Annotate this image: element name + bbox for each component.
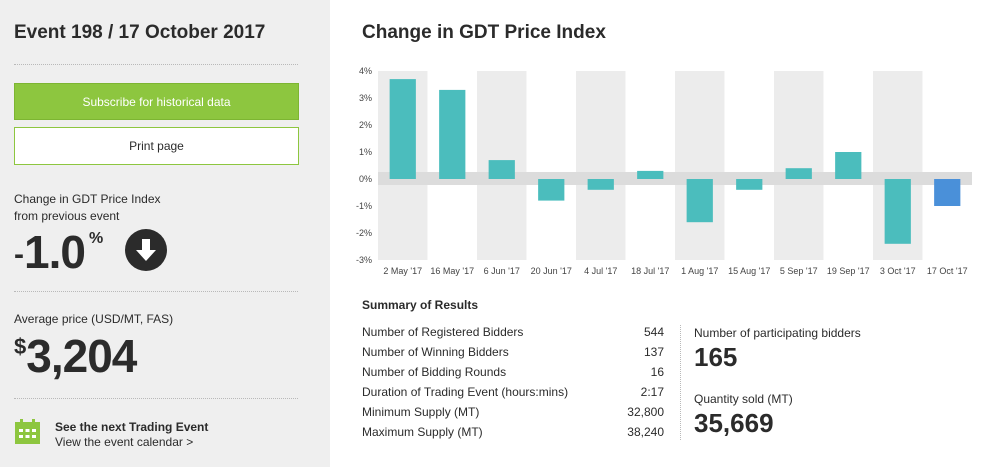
x-tick-label: 2 May '17 — [383, 266, 422, 276]
x-tick-label: 15 Aug '17 — [728, 266, 770, 276]
change-label-line1: Change in GDT Price Index — [14, 192, 161, 206]
currency-symbol: $ — [14, 334, 27, 359]
chart-band — [724, 71, 774, 260]
event-calendar-link[interactable]: View the event calendar > — [55, 435, 194, 449]
y-tick-label: 0% — [359, 174, 372, 184]
summary-row-label: Number of Registered Bidders — [362, 325, 524, 339]
y-tick-label: 2% — [359, 120, 372, 130]
chart-bar — [934, 179, 961, 206]
chart-bar — [488, 160, 515, 179]
next-event-title: See the next Trading Event — [55, 420, 209, 434]
chart-bar — [587, 179, 614, 190]
x-tick-label: 3 Oct '17 — [880, 266, 916, 276]
x-tick-label: 19 Sep '17 — [827, 266, 870, 276]
change-label: Change in GDT Price Index from previous … — [14, 191, 161, 225]
participating-value: 165 — [694, 342, 738, 372]
y-tick-label: -1% — [356, 201, 372, 211]
x-tick-label: 6 Jun '17 — [484, 266, 520, 276]
avg-price-value: $ 3,204 — [14, 330, 137, 382]
summary-row-label: Minimum Supply (MT) — [362, 405, 480, 419]
summary-row-value: 32,800 — [627, 405, 664, 419]
y-tick-label: -2% — [356, 228, 372, 238]
chart-title: Change in GDT Price Index — [362, 22, 606, 43]
summary-row-value: 137 — [643, 345, 664, 359]
chart-bar — [785, 168, 812, 179]
y-tick-label: -3% — [356, 255, 372, 265]
chart-bar — [686, 179, 713, 223]
chart-svg: 4% 3% 2% 1% 0% -1% -2% -3% 2 May '17 16 May '17 6 … — [356, 66, 972, 276]
chart-bar — [389, 79, 416, 179]
chart-bar — [835, 152, 862, 179]
event-title: Event 198 / 17 October 2017 — [14, 22, 266, 43]
sidebar — [0, 0, 330, 467]
y-tick-label: 1% — [359, 147, 372, 157]
quantity-value: 35,669 — [694, 408, 774, 438]
summary-row-value: 2:17 — [640, 385, 664, 399]
change-label-line2: from previous event — [14, 209, 120, 223]
x-tick-label: 4 Jul '17 — [584, 266, 617, 276]
y-tick-label: 3% — [359, 93, 372, 103]
chart-band — [774, 71, 824, 260]
summary-row: Number of Registered Bidders 544 — [362, 322, 664, 342]
chart-bar — [538, 179, 565, 201]
x-tick-label: 16 May '17 — [430, 266, 474, 276]
chart-bar — [736, 179, 763, 190]
chart-band — [576, 71, 626, 260]
summary-row-value: 16 — [650, 365, 664, 379]
chart-bar — [439, 89, 466, 179]
summary-row-label: Number of Bidding Rounds — [362, 365, 507, 379]
chart-band — [526, 71, 576, 260]
divider — [14, 291, 298, 292]
summary-title: Summary of Results — [362, 298, 479, 312]
y-tick-label: 4% — [359, 66, 372, 76]
change-unit: % — [88, 230, 104, 247]
summary-row-label: Number of Winning Bidders — [362, 345, 509, 359]
summary-row-label: Maximum Supply (MT) — [362, 425, 483, 439]
summary-row: Maximum Supply (MT) 38,240 — [362, 422, 664, 442]
subscribe-button[interactable]: Subscribe for historical data — [14, 83, 299, 120]
x-tick-label: 5 Sep '17 — [780, 266, 818, 276]
x-tick-label: 1 Aug '17 — [681, 266, 718, 276]
change-number: 1.0 — [24, 226, 86, 278]
summary-row-value: 38,240 — [627, 425, 664, 439]
divider — [14, 64, 298, 65]
chart-bar — [637, 170, 664, 179]
price-index-chart: 4% 3% 2% 1% 0% -1% -2% -3% 2 May '17 16 May '17 6 … — [340, 60, 990, 280]
avg-price-number: 3,204 — [26, 330, 137, 382]
chart-bar — [884, 179, 911, 244]
summary-row-label: Duration of Trading Event (hours:mins) — [362, 385, 569, 399]
print-button[interactable]: Print page — [14, 127, 299, 165]
change-sign: - — [14, 238, 24, 271]
summary-row: Number of Bidding Rounds 16 — [362, 362, 664, 382]
x-tick-label: 18 Jul '17 — [631, 266, 669, 276]
change-value: - 1.0 % — [14, 226, 103, 278]
chart-band — [625, 71, 675, 260]
zero-band — [378, 172, 972, 185]
summary-row: Minimum Supply (MT) 32,800 — [362, 402, 664, 422]
arrow-down-circle-icon — [125, 229, 167, 271]
chart-band — [922, 71, 972, 260]
avg-price-label: Average price (USD/MT, FAS) — [14, 312, 174, 326]
summary-row: Duration of Trading Event (hours:mins) 2:… — [362, 382, 664, 402]
x-tick-label: 17 Oct '17 — [927, 266, 968, 276]
divider — [680, 325, 681, 440]
calendar-icon[interactable] — [14, 418, 41, 445]
chart-band — [675, 71, 725, 260]
summary-row: Number of Winning Bidders 137 — [362, 342, 664, 362]
participating-label: Number of participating bidders — [694, 326, 861, 340]
x-tick-label: 20 Jun '17 — [531, 266, 572, 276]
summary-row-value: 544 — [643, 325, 664, 339]
summary-table: Number of Registered Bidders 544 Number of… — [362, 322, 664, 442]
quantity-label: Quantity sold (MT) — [694, 392, 793, 406]
divider — [14, 398, 298, 399]
